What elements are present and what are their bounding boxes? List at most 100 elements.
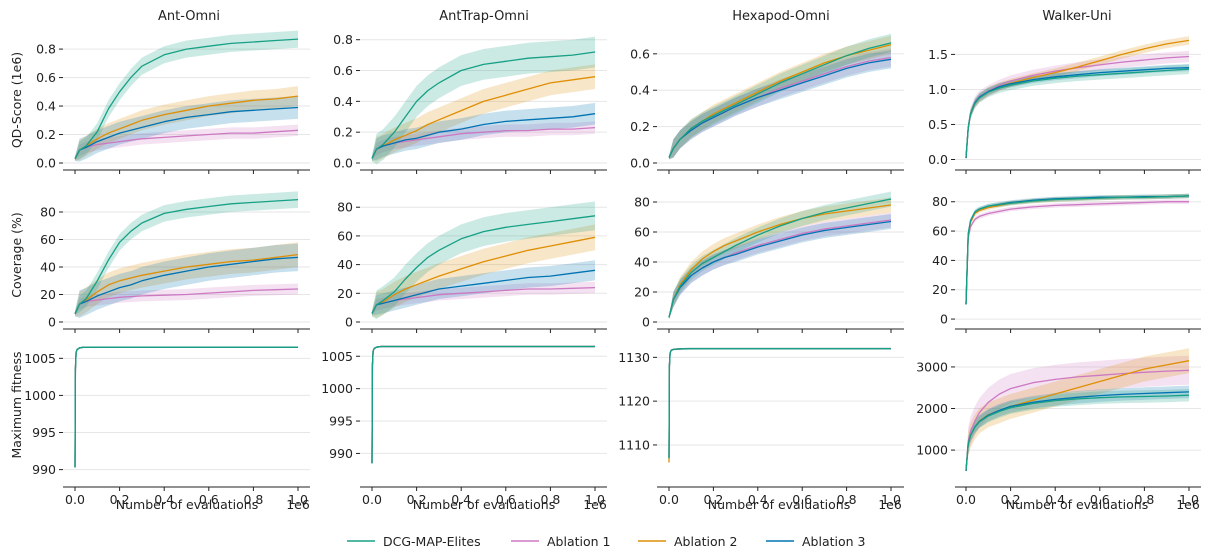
band-ablation-3 [372,345,595,464]
series-line-ablation-2 [74,253,299,315]
series-line-dcg-map-elites [668,347,891,459]
band-dcg-map-elites [966,64,1189,160]
y-tick-label: 40 [634,255,650,270]
series-line-dcg-map-elites [965,195,1190,305]
y-tick-label: 0.4 [333,94,353,109]
x-tick-label: 1.0 [1179,492,1199,507]
series-line-ablation-3 [74,256,299,315]
y-tick-label: 40 [40,260,56,275]
band-ablation-3 [75,346,298,468]
x-tick-label: 0.4 [154,492,174,507]
series-line-ablation-1 [371,345,595,464]
series-line-ablation-2 [371,236,596,314]
column-title-ant-omni: Ant-Omni [158,9,220,24]
band-ablation-1 [669,347,891,459]
y-tick-label: 1005 [24,351,56,366]
band-dcg-map-elites [669,191,891,319]
x-tick-label: 0.0 [65,492,85,507]
y-tick-label: 20 [337,286,353,301]
x-axis-multiplier-ant-omni: 1e6 [286,497,310,512]
y-tick-label: 1.0 [928,82,948,97]
series-line-ablation-3 [668,347,891,459]
y-tick-label: 1.5 [928,47,948,62]
x-tick-label: 0.4 [748,492,768,507]
x-tick-label: 0.8 [1134,492,1154,507]
series-line-dcg-map-elites [371,51,596,159]
band-ablation-3 [75,243,298,318]
band-ablation-1 [372,281,595,315]
series-line-dcg-map-elites [371,345,595,464]
x-tick-label: 0.2 [703,492,723,507]
y-tick-label: 40 [337,257,353,272]
band-ablation-1 [75,346,298,468]
band-ablation-2 [372,345,595,464]
band-ablation-1 [966,199,1189,305]
y-tick-label: 995 [329,414,353,429]
y-tick-label: 0.5 [928,117,948,132]
band-ablation-2 [669,197,891,319]
x-tick-label: 0.4 [451,492,471,507]
y-tick-label: 0.2 [333,125,353,140]
x-tick-label: 0.6 [1090,492,1110,507]
series-line-ablation-3 [371,113,596,159]
series-line-ablation-3 [74,106,299,160]
y-tick-label: 0.2 [630,119,650,134]
y-tick-label: 995 [32,425,56,440]
column-title-hexapod-omni: Hexapod-Omni [732,9,829,24]
row-label-coverage: Coverage (%) [9,212,24,298]
series-line-dcg-map-elites [965,394,1190,471]
x-tick-label: 0.8 [540,492,560,507]
band-ablation-1 [372,345,595,464]
y-tick-label: 0.8 [333,32,353,47]
band-dcg-map-elites [75,191,298,316]
y-tick-label: 1120 [618,394,650,409]
panel-anttrap-omni-coverage: 0 20 40 60 80 [337,200,607,333]
series-line-dcg-map-elites [668,198,892,318]
band-dcg-map-elites [966,389,1189,473]
panel-ant-omni-coverage: 0 20 40 60 80 [40,191,310,333]
y-tick-label: 3000 [916,359,948,374]
x-tick-label: 0.2 [110,492,130,507]
band-dcg-map-elites [669,347,891,459]
y-tick-label: 60 [337,228,353,243]
x-axis-label-walker-uni: Number of evaluations [1006,497,1148,512]
y-tick-label: 0 [642,315,650,330]
x-tick-label: 0.6 [199,492,219,507]
y-tick-label: 990 [32,462,56,477]
x-tick-label: 0.0 [659,492,679,507]
band-ablation-3 [966,385,1189,473]
panel-anttrap-omni-qd-score-1e6: 0.0 0.2 0.4 0.6 0.8 [333,32,607,174]
series-line-ablation-2 [668,204,892,318]
y-tick-label: 0 [940,312,948,327]
y-tick-label: 60 [932,224,948,239]
series-line-dcg-map-elites [74,346,298,468]
series-line-ablation-1 [74,129,299,160]
legend-label-ablation-3: Ablation 3 [802,534,866,549]
legend: DCG-MAP-Elites Ablation 1 Ablation 2 Abl… [347,534,866,549]
panel-hexapod-omni-coverage: 0 20 40 60 80 [634,191,904,333]
y-tick-label: 80 [40,205,56,220]
x-axis-multiplier-anttrap-omni: 1e6 [583,497,607,512]
x-tick-label: 1.0 [288,492,308,507]
row-label-maximum-fitness: Maximum fitness [9,352,24,459]
legend-label-ablation-2: Ablation 2 [674,534,738,549]
series-line-dcg-map-elites [371,215,596,314]
series-line-ablation-2 [371,76,596,159]
y-tick-label: 990 [329,446,353,461]
x-axis-multiplier-walker-uni: 1e6 [1176,497,1200,512]
series-line-ablation-3 [668,220,892,318]
legend-label-ablation-1: Ablation 1 [547,534,611,549]
y-tick-label: 60 [634,225,650,240]
x-tick-label: 0.2 [407,492,427,507]
band-ablation-1 [669,48,891,160]
x-tick-label: 1.0 [881,492,901,507]
band-ablation-3 [966,193,1189,305]
series-line-dcg-map-elites [668,42,892,158]
series-line-ablation-1 [74,288,299,315]
y-tick-label: 1110 [618,437,650,452]
series-line-ablation-3 [371,269,596,314]
panel-hexapod-omni-maximum-fitness: 1110 1120 1130 0.0 0.2 0.4 0.6 0.8 1.0 [618,347,904,507]
y-tick-label: 0.0 [928,152,948,167]
series-line-ablation-1 [965,201,1189,305]
